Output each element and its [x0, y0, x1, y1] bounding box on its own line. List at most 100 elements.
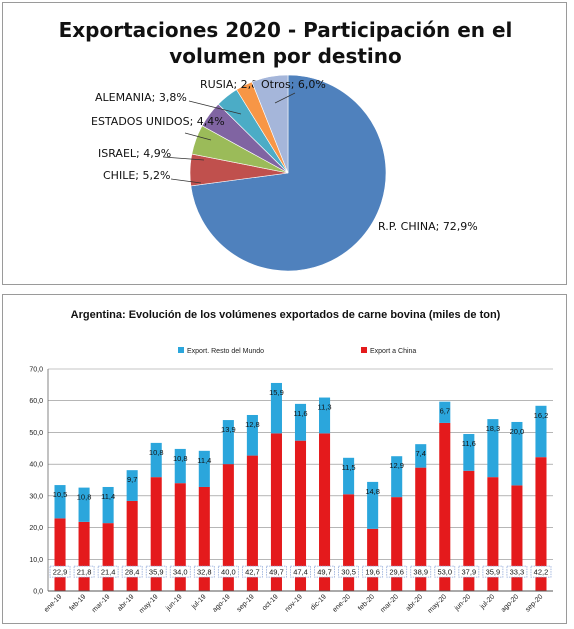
china-data-label: 21,8 [77, 568, 92, 577]
bar-resto-ene-19 [54, 485, 66, 519]
china-label-box [338, 565, 359, 578]
pie-label-otros: Otros; 6,0% [261, 78, 326, 91]
bar-china-feb-19 [78, 521, 90, 591]
pie-leader-line [274, 92, 296, 104]
pie-label-israel: ISRAEL; 4,9% [98, 147, 171, 160]
x-tick-label: feb-20 [357, 593, 376, 612]
bar-china-may-19 [150, 477, 162, 591]
pie-chart-title: Exportaciones 2020 - Participación en el… [3, 17, 568, 69]
bar-china-sep-19 [246, 455, 258, 591]
x-tick-label: jun-19 [164, 593, 183, 612]
bar-china-ene-19 [54, 518, 66, 591]
pie-chart-panel: Exportaciones 2020 - Participación en el… [2, 2, 567, 285]
bar-resto-abr-20 [415, 444, 427, 468]
x-tick-label: mar-19 [91, 593, 112, 614]
china-data-label: 22,9 [53, 568, 68, 577]
china-label-box [73, 565, 95, 578]
resto-data-label: 12,8 [245, 420, 260, 429]
china-label-box [193, 565, 215, 578]
x-tick-label: dic-19 [310, 593, 329, 612]
bar-china-ago-20 [511, 485, 523, 591]
resto-data-label: 6,7 [440, 407, 450, 416]
china-data-label: 32,8 [197, 568, 212, 577]
bar-china-ene-20 [343, 494, 355, 591]
bar-china-jul-19 [198, 486, 210, 591]
china-label-box [217, 565, 239, 578]
bar-resto-feb-20 [367, 481, 379, 529]
bar-chart-panel: Argentina: Evolución de los volúmenes ex… [2, 294, 567, 624]
china-data-label: 47,4 [293, 568, 308, 577]
china-data-label: 42,7 [245, 568, 260, 577]
china-data-label: 19,6 [365, 568, 380, 577]
pie-leader-line [170, 178, 202, 184]
bar-china-oct-19 [270, 433, 282, 591]
china-label-box [145, 565, 167, 578]
bar-resto-dic-19 [319, 397, 331, 434]
x-tick-label: ene-19 [43, 593, 63, 613]
legend-swatch [178, 347, 184, 353]
x-tick-label: jul-20 [479, 593, 497, 611]
y-tick-label: 0,0 [33, 589, 43, 596]
x-tick-label: sep-20 [524, 593, 544, 613]
china-label-box [97, 565, 119, 578]
bar-resto-sep-20 [535, 405, 547, 458]
x-tick-label: may-20 [427, 593, 449, 615]
x-tick-label: ago-19 [211, 593, 231, 613]
resto-data-label: 11,4 [101, 492, 115, 501]
bar-chart: Export. Resto del Mundo Export a China 0,0… [29, 347, 553, 615]
china-data-label: 42,2 [534, 568, 549, 577]
bar-resto-may-19 [150, 442, 162, 478]
china-label-box [266, 565, 287, 578]
bar-china-may-20 [439, 422, 451, 591]
bar-chart-title: Argentina: Evolución de los volúmenes ex… [70, 309, 501, 321]
bar-resto-oct-19 [270, 382, 282, 434]
pie-leader-line [188, 100, 242, 115]
bar-china-mar-19 [102, 523, 114, 591]
resto-data-label: 11,3 [318, 403, 332, 412]
china-label-box [242, 565, 263, 578]
bar-resto-may-20 [439, 401, 451, 423]
legend-label: Export a China [370, 348, 416, 355]
bar-resto-sep-19 [246, 414, 258, 456]
resto-data-label: 16,2 [534, 411, 549, 420]
bar-china-jul-20 [487, 477, 499, 591]
x-tick-label: jul-19 [190, 593, 208, 611]
pie-label-rusia: RUSIA; 2,8% [200, 78, 269, 91]
china-data-label: 49,7 [269, 568, 284, 577]
y-tick-label: 60,0 [29, 398, 43, 405]
china-data-label: 49,7 [317, 568, 332, 577]
china-label-box [49, 565, 71, 578]
x-tick-label: ago-20 [500, 593, 520, 613]
china-label-box [458, 565, 480, 578]
resto-data-label: 11,6 [462, 439, 476, 448]
china-label-box [386, 565, 408, 578]
china-label-box [410, 565, 432, 578]
x-tick-label: ene-20 [332, 593, 352, 613]
bar-china-mar-20 [391, 497, 403, 591]
x-tick-label: abr-20 [405, 593, 424, 612]
china-data-label: 38,9 [413, 568, 428, 577]
resto-data-label: 10,8 [149, 448, 164, 457]
pie-label-alemania: ALEMANIA; 3,8% [95, 91, 187, 104]
resto-data-label: 18,3 [486, 424, 501, 433]
legend-label: Export. Resto del Mundo [187, 348, 264, 355]
china-label-box [434, 565, 456, 578]
y-tick-label: 70,0 [29, 367, 43, 374]
resto-data-label: 12,9 [389, 461, 404, 470]
pie-chart: R.P. CHINA; 72,9% CHILE; 5,2% ISRAEL; 4,9%… [91, 74, 478, 272]
x-tick-label: may-19 [138, 593, 160, 615]
resto-data-label: 10,5 [53, 490, 68, 499]
x-tick-label: mar-20 [379, 593, 400, 614]
bar-china-feb-20 [367, 528, 379, 591]
resto-data-label: 10,8 [77, 493, 92, 502]
pie-label-chile: CHILE; 5,2% [103, 169, 170, 182]
bar-china-abr-19 [126, 500, 138, 591]
china-label-box [482, 565, 504, 578]
bar-china-nov-19 [294, 440, 307, 591]
bar-resto-feb-19 [78, 487, 90, 522]
bar-resto-nov-19 [294, 403, 307, 441]
x-tick-label: nov-19 [284, 593, 304, 613]
x-tick-label: abr-19 [116, 593, 135, 612]
china-label-box [121, 565, 143, 578]
china-label-box [506, 565, 528, 578]
